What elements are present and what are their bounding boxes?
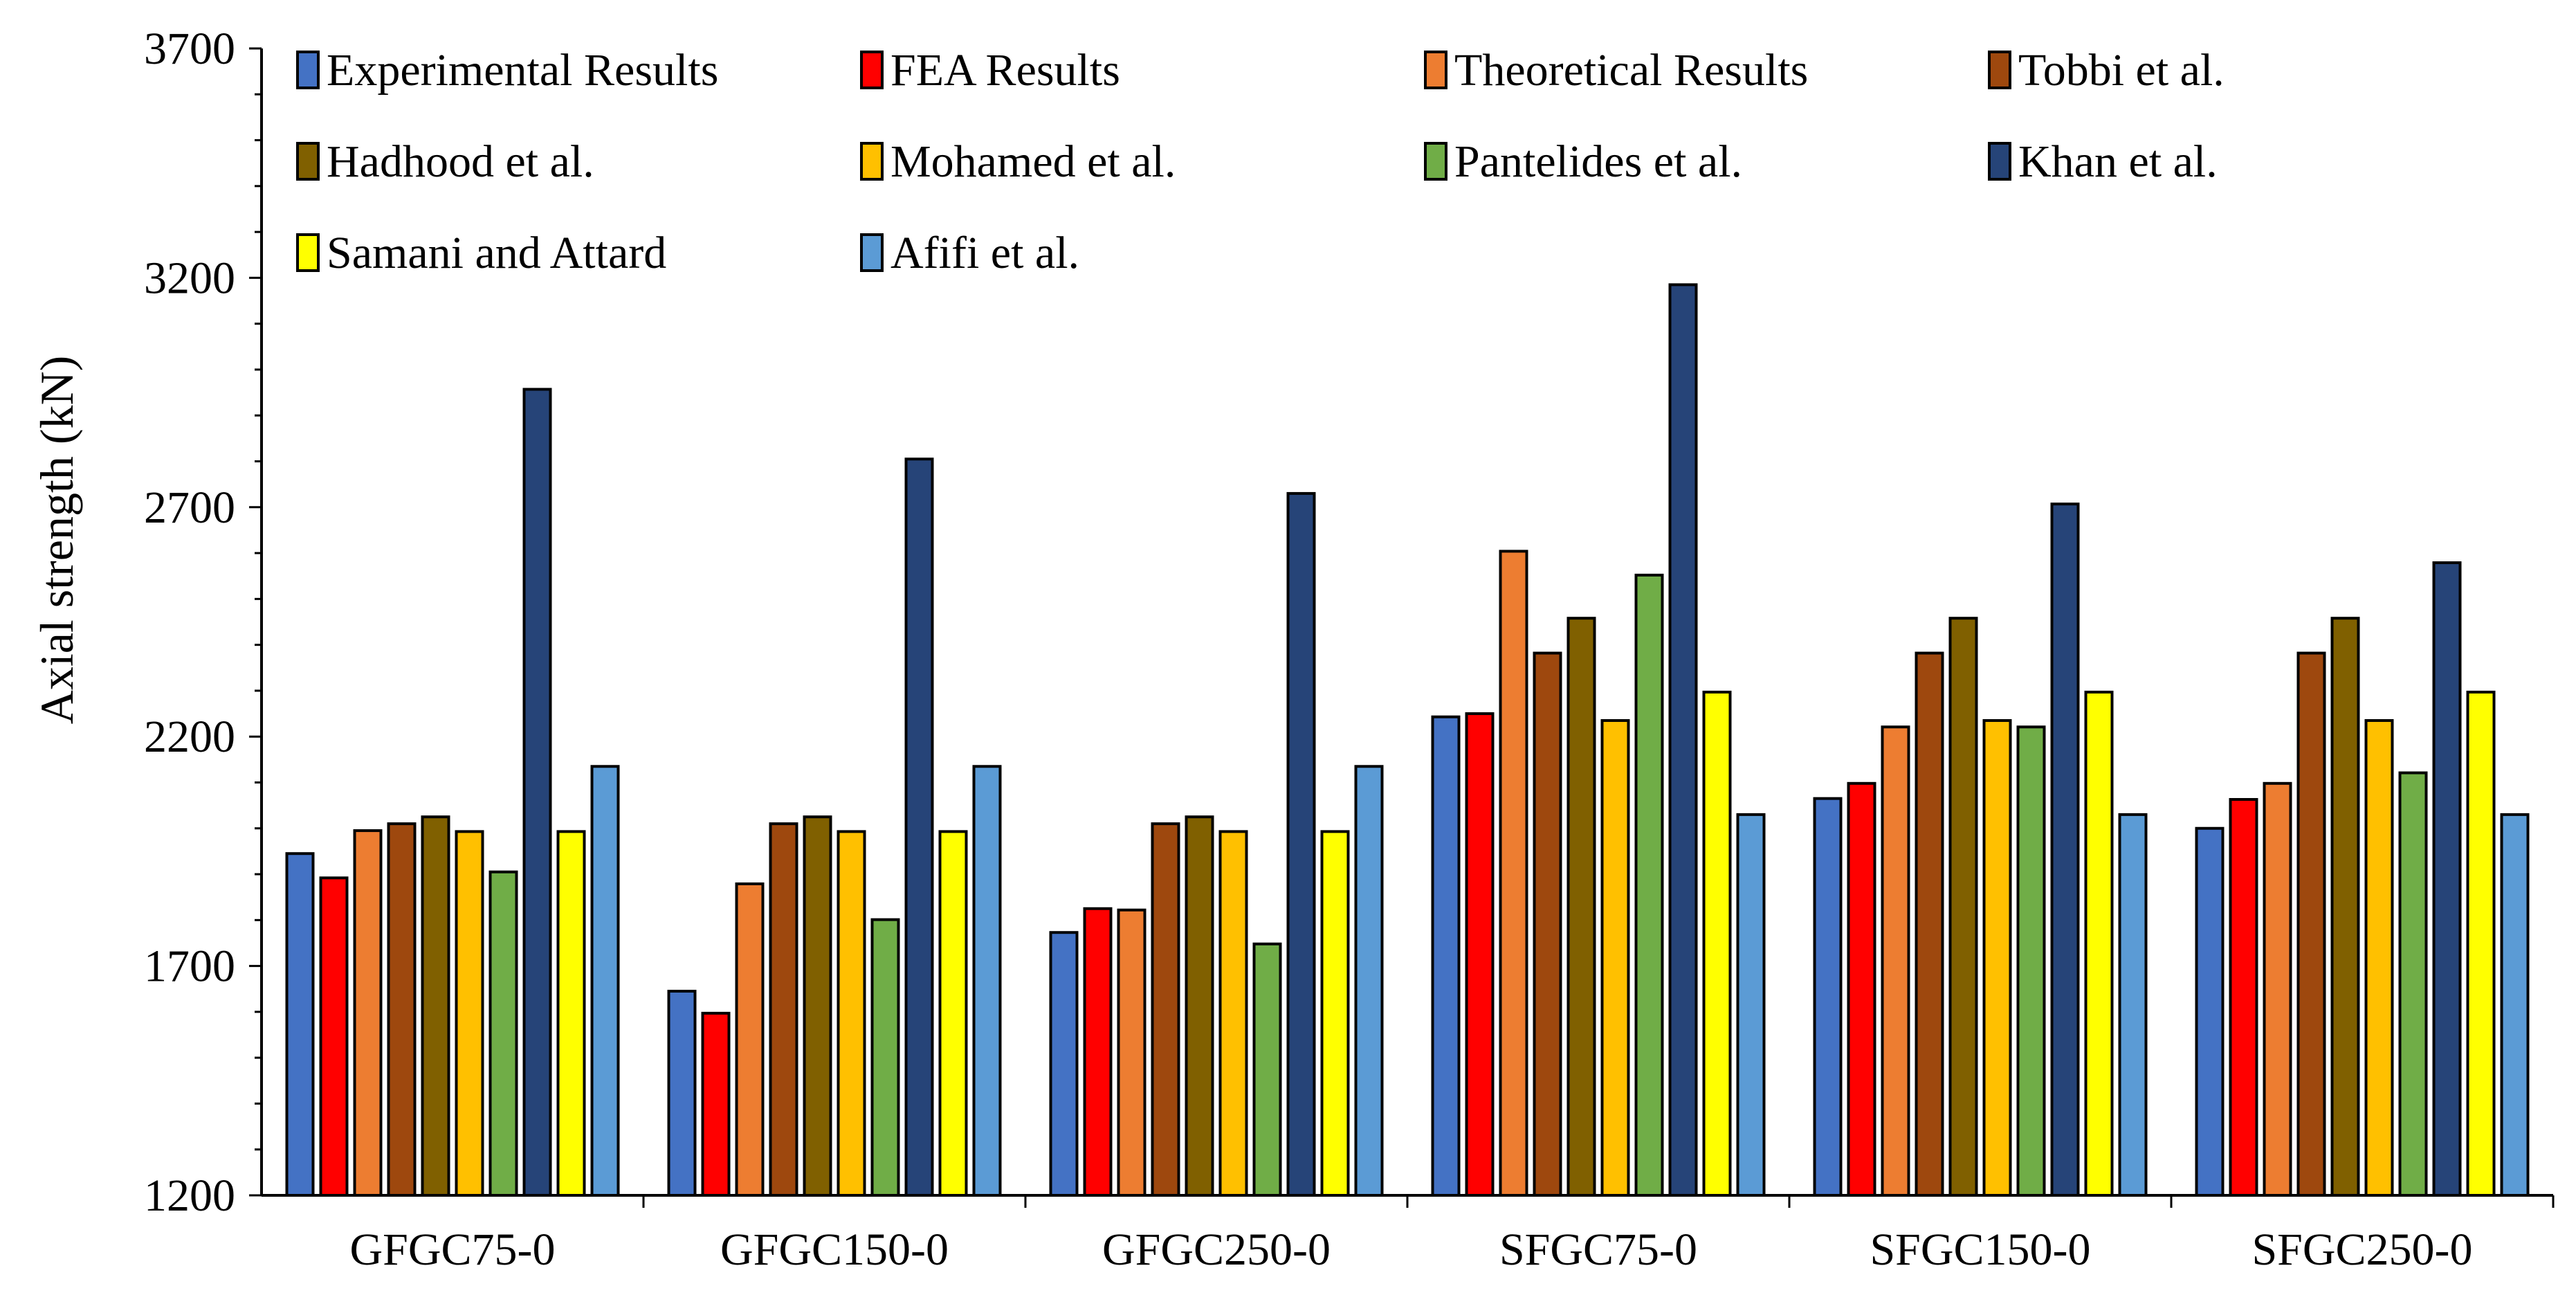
legend-label: Experimental Results <box>327 45 718 96</box>
y-axis-label: Axial strength (kN) <box>30 356 83 725</box>
legend-swatch <box>1424 51 1447 89</box>
bar-tobbi-et-al--sfgc75-0 <box>1533 651 1562 1197</box>
legend-label: Tobbi et al. <box>2018 45 2225 96</box>
bar-tobbi-et-al--gfgc150-0 <box>769 822 798 1197</box>
x-tick-label: SFGC250-0 <box>2251 1224 2472 1275</box>
bar-samani-and-attard-gfgc150-0 <box>938 830 968 1197</box>
bars <box>285 283 2530 1197</box>
bar-fea-results-sfgc150-0 <box>1847 781 1876 1197</box>
bar-experimental-results-sfgc250-0 <box>2195 826 2225 1197</box>
legend-label: Samani and Attard <box>327 228 666 278</box>
legend-swatch <box>296 51 320 89</box>
x-tick-label: SFGC75-0 <box>1499 1224 1697 1275</box>
bar-tobbi-et-al--sfgc250-0 <box>2296 651 2326 1197</box>
bar-experimental-results-sfgc150-0 <box>1813 797 1843 1197</box>
bar-fea-results-gfgc250-0 <box>1083 907 1113 1197</box>
y-tick-label: 1700 <box>144 941 235 992</box>
bar-afifi-et-al--gfgc150-0 <box>972 765 1002 1197</box>
bar-mohamed-et-al--sfgc75-0 <box>1600 719 1630 1197</box>
bar-khan-et-al--gfgc250-0 <box>1286 491 1316 1197</box>
bar-pantelides-et-al--sfgc250-0 <box>2398 771 2428 1197</box>
y-tick-label: 3700 <box>144 24 235 74</box>
bar-pantelides-et-al--sfgc75-0 <box>1634 573 1664 1197</box>
bar-hadhood-et-al--sfgc150-0 <box>1948 617 1978 1197</box>
y-tick-label: 2700 <box>144 482 235 533</box>
axes <box>249 47 2555 1208</box>
bar-fea-results-sfgc75-0 <box>1465 712 1495 1197</box>
bar-afifi-et-al--sfgc250-0 <box>2500 813 2530 1197</box>
bar-samani-and-attard-sfgc75-0 <box>1702 690 1732 1197</box>
legend-label: Hadhood et al. <box>327 136 594 187</box>
bar-fea-results-gfgc150-0 <box>701 1011 731 1197</box>
y-tick-label: 1200 <box>144 1170 235 1221</box>
bar-theoretical-results-sfgc150-0 <box>1881 725 1910 1197</box>
bar-hadhood-et-al--sfgc75-0 <box>1566 617 1596 1197</box>
bar-mohamed-et-al--gfgc75-0 <box>455 830 484 1197</box>
bar-khan-et-al--gfgc150-0 <box>904 458 934 1197</box>
bar-khan-et-al--sfgc75-0 <box>1668 283 1698 1197</box>
bar-khan-et-al--sfgc150-0 <box>2050 502 2080 1197</box>
bar-pantelides-et-al--gfgc150-0 <box>870 918 900 1197</box>
bar-mohamed-et-al--sfgc250-0 <box>2364 719 2394 1197</box>
bar-hadhood-et-al--sfgc250-0 <box>2330 617 2360 1197</box>
x-tick-label: GFGC250-0 <box>1102 1224 1331 1275</box>
legend-label: Afifi et al. <box>890 228 1079 278</box>
bar-fea-results-sfgc250-0 <box>2229 798 2258 1197</box>
bar-fea-results-gfgc75-0 <box>319 876 349 1197</box>
bar-mohamed-et-al--gfgc250-0 <box>1218 830 1248 1197</box>
legend-swatch <box>1988 142 2011 181</box>
legend-label: Theoretical Results <box>1454 45 1808 96</box>
bar-samani-and-attard-sfgc250-0 <box>2466 690 2496 1197</box>
bar-samani-and-attard-gfgc250-0 <box>1320 830 1350 1197</box>
bar-afifi-et-al--sfgc150-0 <box>2118 813 2148 1197</box>
bar-khan-et-al--gfgc75-0 <box>522 388 552 1197</box>
legend-label: Mohamed et al. <box>890 136 1176 187</box>
bar-pantelides-et-al--sfgc150-0 <box>2016 725 2046 1197</box>
bar-afifi-et-al--gfgc250-0 <box>1354 765 1384 1197</box>
bar-theoretical-results-sfgc250-0 <box>2263 781 2292 1197</box>
tick-labels: 1200 1700 2200 2700 3200 3700 GFGC75-0 GFGC150-… <box>144 24 2473 1275</box>
bar-hadhood-et-al--gfgc150-0 <box>803 815 832 1197</box>
legend-swatch <box>1988 51 2011 89</box>
bar-tobbi-et-al--gfgc250-0 <box>1151 822 1180 1197</box>
bar-experimental-results-gfgc75-0 <box>285 852 315 1197</box>
legend-swatch <box>860 51 884 89</box>
bar-theoretical-results-gfgc250-0 <box>1117 908 1147 1197</box>
bar-pantelides-et-al--gfgc250-0 <box>1252 942 1282 1197</box>
bar-afifi-et-al--gfgc75-0 <box>590 765 620 1197</box>
legend-label: FEA Results <box>890 45 1120 96</box>
bar-hadhood-et-al--gfgc75-0 <box>421 815 450 1197</box>
bar-experimental-results-sfgc75-0 <box>1431 715 1461 1197</box>
bar-theoretical-results-sfgc75-0 <box>1499 550 1528 1197</box>
legend-swatch <box>296 142 320 181</box>
y-tick-label: 2200 <box>144 712 235 762</box>
bar-tobbi-et-al--gfgc75-0 <box>387 822 417 1197</box>
bar-pantelides-et-al--gfgc75-0 <box>488 870 518 1197</box>
bar-theoretical-results-gfgc150-0 <box>735 882 765 1197</box>
legend-label: Khan et al. <box>2018 136 2218 187</box>
legend-swatch <box>1424 142 1447 181</box>
y-tick-label: 3200 <box>144 253 235 303</box>
bar-mohamed-et-al--sfgc150-0 <box>1982 719 2012 1197</box>
bar-tobbi-et-al--sfgc150-0 <box>1915 651 1944 1197</box>
bar-mohamed-et-al--gfgc150-0 <box>837 830 866 1197</box>
bar-samani-and-attard-gfgc75-0 <box>556 830 586 1197</box>
legend-swatch <box>860 233 884 272</box>
legend-swatch <box>296 233 320 272</box>
bar-afifi-et-al--sfgc75-0 <box>1736 813 1766 1197</box>
bar-khan-et-al--sfgc250-0 <box>2432 561 2462 1197</box>
bar-experimental-results-gfgc250-0 <box>1049 931 1079 1197</box>
bar-experimental-results-gfgc150-0 <box>667 990 697 1197</box>
bar-theoretical-results-gfgc75-0 <box>353 829 383 1197</box>
bar-hadhood-et-al--gfgc250-0 <box>1185 815 1214 1197</box>
x-tick-label: SFGC150-0 <box>1870 1224 2090 1275</box>
legend: Experimental Results FEA Results Theoretic… <box>296 45 2225 278</box>
x-tick-label: GFGC150-0 <box>720 1224 949 1275</box>
bar-samani-and-attard-sfgc150-0 <box>2084 690 2114 1197</box>
legend-label: Pantelides et al. <box>1454 136 1742 187</box>
x-tick-label: GFGC75-0 <box>349 1224 555 1275</box>
legend-swatch <box>860 142 884 181</box>
